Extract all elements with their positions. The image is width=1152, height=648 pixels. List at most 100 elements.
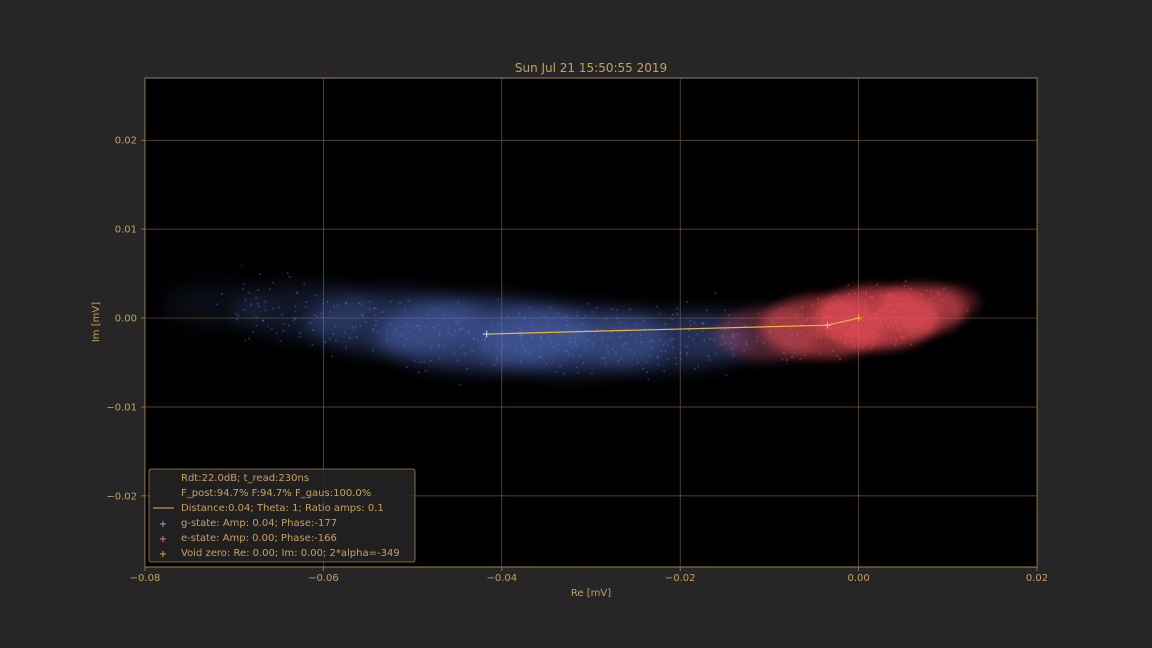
g-state-point	[430, 306, 434, 310]
g-state-point	[518, 312, 521, 315]
e-state-point	[847, 292, 851, 296]
g-state-point	[523, 348, 526, 351]
g-state-point	[606, 345, 609, 348]
g-state-point	[715, 352, 718, 355]
g-state-point	[464, 352, 468, 355]
g-state-point	[611, 348, 614, 351]
g-state-point	[620, 357, 623, 360]
g-state-point	[559, 334, 562, 337]
g-state-point	[467, 332, 471, 335]
g-state-point	[315, 294, 318, 297]
g-state-point	[504, 330, 508, 333]
g-state-point	[438, 357, 441, 360]
g-state-point	[686, 345, 690, 348]
g-state-point	[405, 337, 408, 341]
g-state-point	[755, 340, 758, 343]
g-state-point	[331, 355, 334, 358]
g-state-point	[501, 330, 505, 333]
g-state-point	[679, 357, 682, 360]
e-state-point	[885, 333, 888, 336]
e-state-point	[887, 294, 890, 297]
g-state-point	[568, 336, 571, 339]
g-state-point	[272, 307, 275, 310]
g-state-point	[693, 321, 696, 324]
e-state-point	[935, 316, 938, 319]
g-state-point	[629, 348, 632, 352]
g-state-point	[734, 332, 737, 335]
g-state-point	[256, 302, 259, 305]
x-tick-label: −0.08	[130, 573, 161, 584]
e-state-point	[874, 312, 877, 316]
g-state-point	[581, 323, 584, 326]
e-state-point	[829, 327, 832, 331]
e-state-point	[864, 308, 867, 312]
e-state-point	[821, 312, 824, 315]
e-state-point	[864, 342, 867, 345]
g-state-point	[257, 305, 260, 308]
e-state-point	[844, 329, 847, 333]
g-state-point	[552, 346, 555, 349]
g-state-point	[713, 338, 716, 341]
g-state-point	[586, 338, 590, 341]
g-state-point	[657, 363, 660, 366]
g-state-point	[311, 328, 315, 332]
g-state-point	[685, 353, 689, 357]
g-state-point	[563, 350, 566, 353]
g-state-point	[343, 331, 346, 335]
e-state-point	[865, 305, 868, 308]
g-state-point	[648, 354, 652, 357]
e-state-point	[897, 329, 900, 333]
g-state-point	[731, 334, 735, 337]
e-state-point	[815, 328, 818, 331]
e-state-point	[846, 330, 849, 333]
g-state-point	[480, 362, 483, 365]
g-state-point	[493, 363, 496, 366]
g-state-point	[634, 323, 637, 327]
e-state-point	[883, 338, 886, 341]
g-state-point	[320, 316, 324, 319]
g-state-point	[287, 324, 290, 327]
g-state-point	[662, 369, 666, 373]
x-tick-label: −0.02	[665, 573, 696, 584]
g-state-point	[591, 342, 594, 345]
legend-entry-distance: Distance:0.04; Theta: 1; Ratio amps: 0.1	[181, 503, 384, 514]
e-state-point	[821, 300, 824, 303]
e-state-point	[844, 323, 848, 326]
g-state-point	[438, 330, 441, 334]
e-state-point	[861, 335, 864, 338]
g-state-point	[520, 334, 523, 337]
g-state-point	[520, 343, 524, 347]
g-state-point	[649, 340, 652, 343]
g-state-point	[615, 309, 619, 312]
e-state-point	[861, 290, 864, 294]
g-state-point	[707, 354, 710, 358]
g-state-point	[364, 320, 368, 323]
e-state-point	[844, 341, 847, 345]
e-state-point	[890, 310, 893, 313]
e-state-point	[847, 304, 850, 307]
e-state-point	[894, 320, 897, 323]
g-state-point	[732, 336, 735, 339]
e-state-point	[887, 310, 890, 313]
g-state-point	[351, 326, 354, 329]
e-state-point	[840, 327, 843, 330]
g-state-point	[304, 300, 308, 304]
e-state-point	[845, 338, 848, 341]
e-state-point	[857, 335, 860, 339]
e-state-point	[889, 299, 892, 302]
e-state-point	[859, 303, 863, 307]
g-state-point	[372, 328, 375, 331]
g-state-point	[382, 310, 385, 313]
g-state-point	[674, 356, 677, 360]
e-state-point	[913, 306, 916, 310]
e-state-point	[827, 315, 830, 318]
e-state-point	[895, 338, 898, 342]
e-state-point	[847, 284, 850, 287]
g-state-point	[437, 344, 440, 347]
e-state-point	[918, 292, 921, 296]
g-state-point	[261, 319, 265, 322]
g-state-point	[376, 330, 379, 333]
g-state-point	[399, 334, 402, 337]
g-state-point	[385, 328, 388, 331]
g-state-point	[519, 329, 522, 333]
